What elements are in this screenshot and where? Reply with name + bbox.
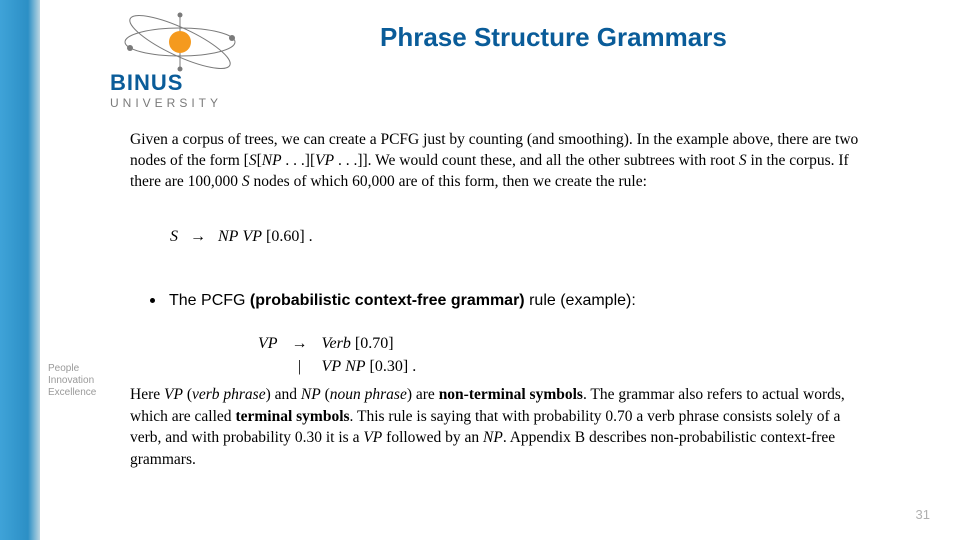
logo-text-primary: BINUS	[110, 70, 340, 96]
grammar-rule-2: VP → Verb [0.70] | VP NP [0.30] .	[250, 332, 424, 380]
logo: BINUS UNIVERSITY	[110, 12, 340, 110]
logo-text-secondary: UNIVERSITY	[110, 96, 340, 110]
bullet-pcfg: The PCFG (probabilistic context-free gra…	[150, 292, 636, 310]
page-number: 31	[916, 507, 930, 522]
grammar-rule-1: S → NP VP [0.60] .	[170, 228, 313, 246]
explanation-paragraph: Here VP (verb phrase) and NP (noun phras…	[130, 384, 870, 471]
intro-paragraph: Given a corpus of trees, we can create a…	[130, 130, 870, 193]
sidebar-stripe	[0, 0, 40, 540]
slide-title: Phrase Structure Grammars	[380, 22, 727, 53]
bullet-dot-icon	[150, 298, 155, 303]
sidebar-values-label: People Innovation Excellence	[48, 363, 96, 399]
logo-graphic	[110, 12, 340, 72]
